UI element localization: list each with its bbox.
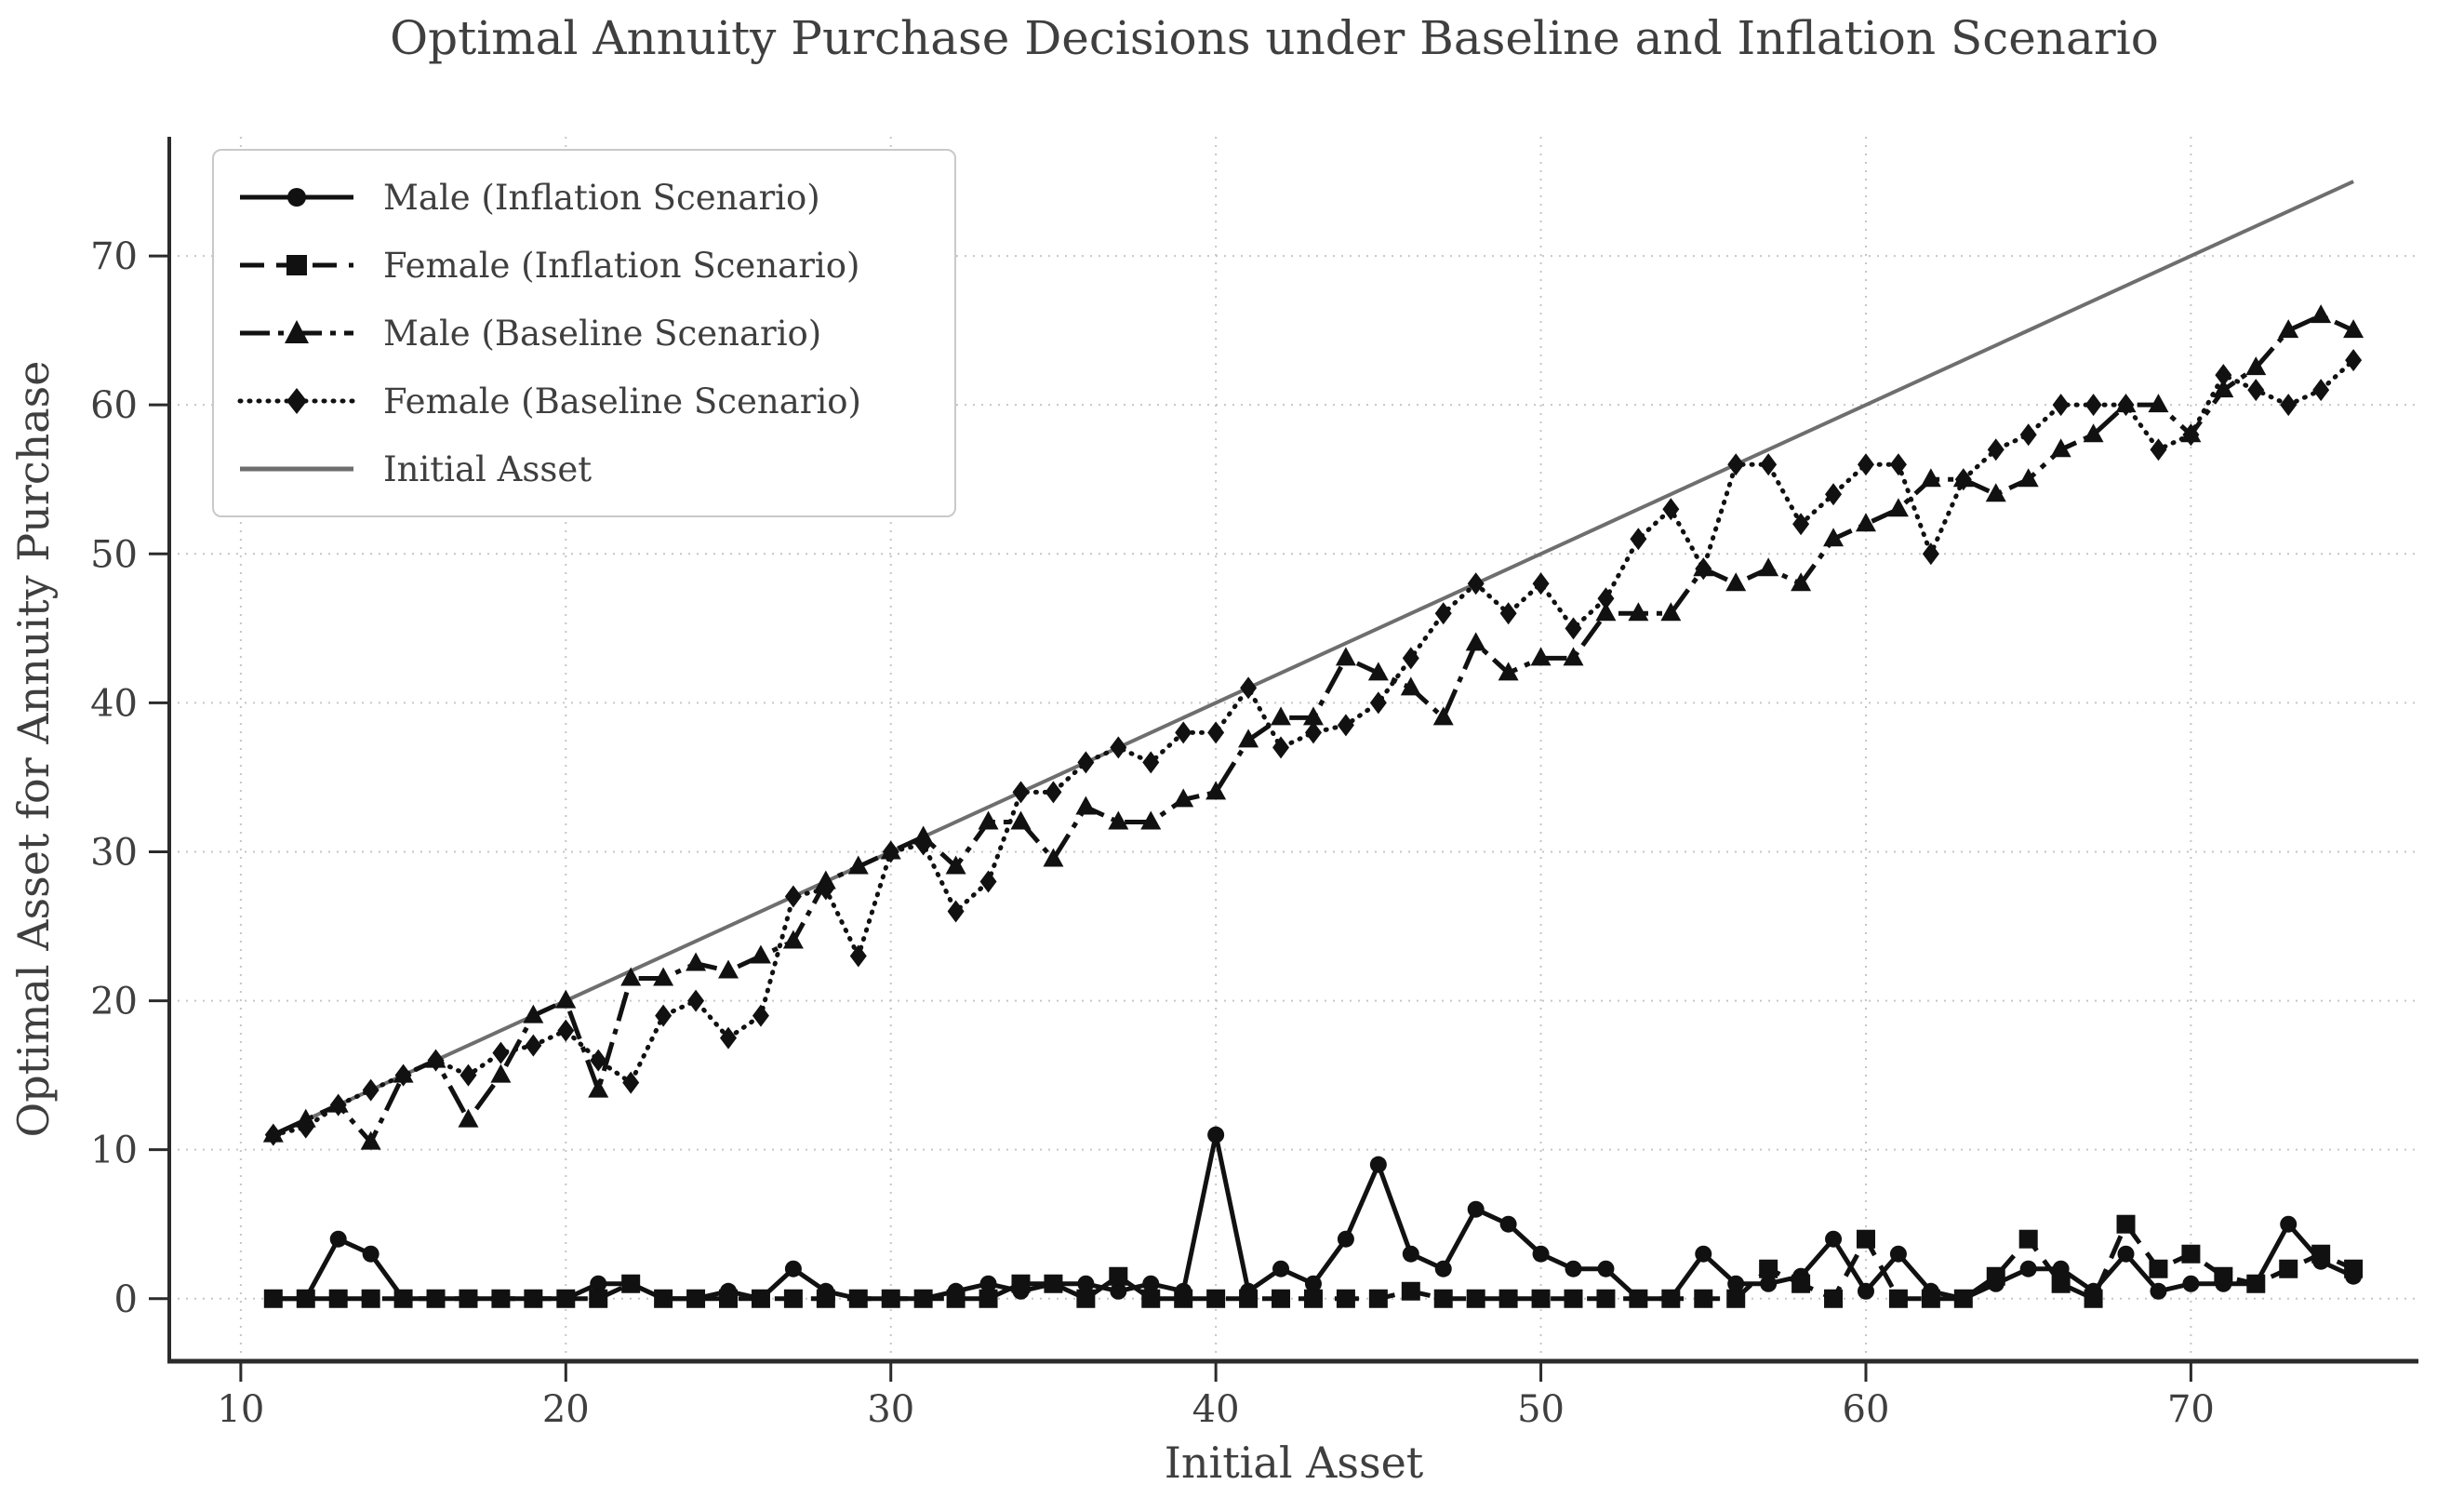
- legend-label: Female (Inflation Scenario): [383, 245, 860, 286]
- legend-label: Initial Asset: [383, 448, 593, 489]
- y-tick-label: 0: [114, 1278, 138, 1321]
- legend-label: Female (Baseline Scenario): [383, 381, 861, 421]
- y-tick-label: 40: [90, 682, 138, 725]
- legend-entry-male-baseline: Male (Baseline Scenario): [236, 303, 932, 363]
- legend-entry-male-inflation: Male (Inflation Scenario): [236, 167, 932, 227]
- y-tick-label: 20: [90, 981, 138, 1023]
- y-tick-label: 60: [90, 384, 138, 427]
- series-female-baseline-scenario-: [264, 349, 2363, 1146]
- female-inflation-legend-line-icon: [240, 255, 353, 275]
- x-tick-label: 20: [542, 1388, 590, 1431]
- y-tick-label: 30: [90, 831, 138, 874]
- legend-entry-female-inflation: Female (Inflation Scenario): [236, 235, 932, 295]
- chart-title: Optimal Annuity Purchase Decisions under…: [390, 11, 2159, 65]
- tick-labels: 10 20 30 40 50 60 70 0 10 20 30 40 50 60 70: [90, 235, 2215, 1431]
- series-female-inflation-scenario-: [263, 1214, 2364, 1308]
- legend: Male (Inflation Scenario) Female (Inflat…: [212, 149, 956, 517]
- series-initial-asset: [272, 180, 2354, 1137]
- x-tick-label: 30: [867, 1388, 914, 1431]
- gridlines: [169, 137, 2418, 1361]
- x-tick-label: 60: [1843, 1388, 1890, 1431]
- x-tick-label: 70: [2167, 1388, 2215, 1431]
- series-lines: [262, 180, 2364, 1308]
- legend-label: Male (Baseline Scenario): [383, 313, 822, 354]
- male-baseline-legend-line-icon: [240, 320, 353, 343]
- x-tick-label: 10: [217, 1388, 264, 1431]
- legend-entry-initial-asset: Initial Asset: [236, 439, 932, 499]
- x-tick-label: 50: [1517, 1388, 1565, 1431]
- y-tick-label: 70: [90, 235, 138, 278]
- y-tick-label: 10: [90, 1130, 138, 1172]
- legend-label: Male (Inflation Scenario): [383, 177, 820, 218]
- series-male-inflation-scenario-: [264, 1126, 2363, 1307]
- female-baseline-legend-line-icon: [237, 388, 356, 414]
- x-axis-label: Initial Asset: [1165, 1438, 1424, 1488]
- legend-entry-female-baseline: Female (Baseline Scenario): [236, 371, 932, 431]
- male-inflation-legend-line-icon: [240, 188, 353, 207]
- y-axis-label: Optimal Asset for Annuity Purchase: [8, 361, 59, 1138]
- x-tick-label: 40: [1192, 1388, 1240, 1431]
- initial-asset-legend-line-icon: [240, 466, 353, 472]
- tick-marks: [149, 254, 2192, 1382]
- axes-spines: [167, 137, 2418, 1364]
- y-tick-label: 50: [90, 533, 138, 576]
